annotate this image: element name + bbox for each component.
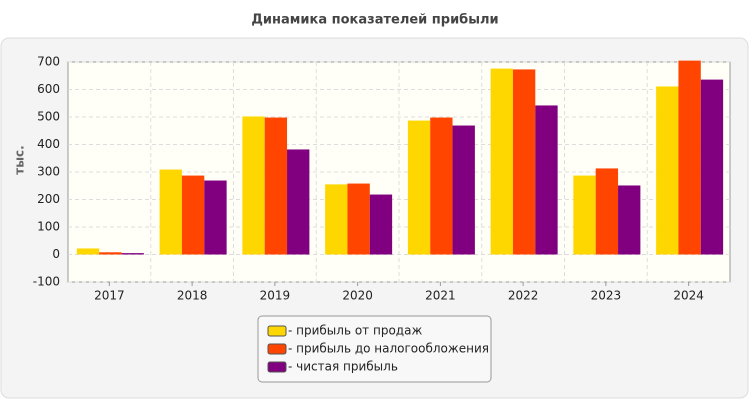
x-tick-label: 2022 — [508, 289, 539, 303]
bar — [76, 248, 100, 255]
bar — [407, 120, 431, 255]
y-tick-label: 600 — [37, 82, 60, 96]
bar — [490, 68, 513, 255]
bar — [430, 117, 453, 255]
bar — [264, 117, 288, 255]
y-tick-label: 0 — [52, 247, 60, 261]
bar — [325, 184, 348, 255]
bar — [369, 194, 393, 255]
bar — [242, 116, 265, 255]
bar — [678, 60, 701, 255]
x-tick-label: 2021 — [425, 289, 456, 303]
y-tick-label: 300 — [37, 165, 60, 179]
bar — [573, 175, 596, 255]
legend-label: - чистая прибыль — [288, 360, 398, 374]
x-tick-label: 2019 — [260, 289, 291, 303]
y-tick-label: 200 — [37, 192, 60, 206]
bar — [452, 125, 475, 255]
bar — [181, 175, 205, 255]
bar — [121, 253, 144, 255]
y-tick-label: 500 — [37, 110, 60, 124]
y-tick-label: 400 — [37, 137, 60, 151]
y-tick-label: -100 — [33, 275, 60, 289]
bar — [347, 183, 370, 255]
bar — [656, 86, 679, 255]
bar — [618, 185, 641, 255]
legend — [257, 315, 492, 383]
bar — [595, 168, 619, 255]
y-axis-label: тыс. — [13, 145, 27, 174]
legend-swatch — [267, 343, 287, 355]
x-tick-label: 2018 — [177, 289, 208, 303]
bar — [159, 169, 182, 255]
legend-swatch — [267, 325, 287, 337]
bar — [99, 252, 122, 255]
x-tick-label: 2023 — [591, 289, 622, 303]
bar — [512, 69, 536, 255]
y-tick-label: 100 — [37, 220, 60, 234]
x-tick-label: 2024 — [673, 289, 704, 303]
bar — [287, 149, 310, 255]
y-tick-label: 700 — [37, 55, 60, 69]
x-tick-label: 2020 — [342, 289, 373, 303]
legend-label: - прибыль до налогообложения — [288, 342, 489, 356]
bar — [204, 180, 227, 255]
bar — [700, 79, 724, 255]
legend-label: - прибыль от продаж — [288, 324, 422, 338]
bar — [535, 105, 558, 255]
x-tick-label: 2017 — [94, 289, 125, 303]
legend-swatch — [267, 361, 287, 373]
chart-title: Динамика показателей прибыли — [251, 13, 498, 28]
